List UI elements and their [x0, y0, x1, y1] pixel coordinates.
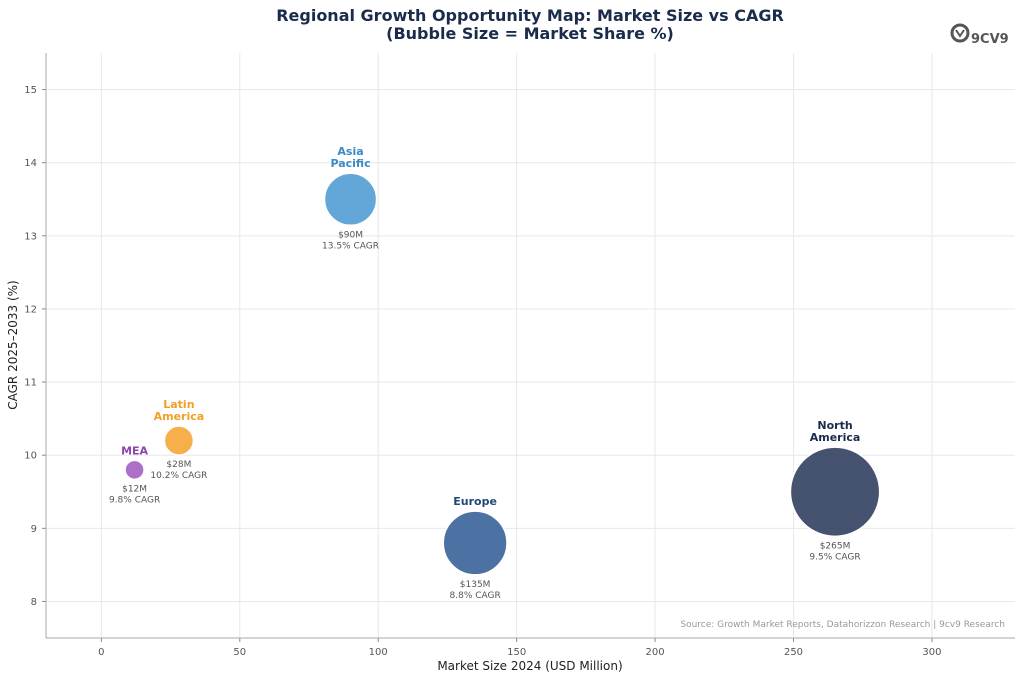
y-tick-label: 8: [31, 597, 37, 608]
bubble-value-label: $12M: [122, 484, 147, 494]
x-axis-label: Market Size 2024 (USD Million): [437, 659, 622, 673]
x-tick-label: 300: [922, 647, 941, 658]
bubble-cagr-label: 9.5% CAGR: [809, 552, 860, 562]
bubble-asia-pacific: [323, 172, 378, 227]
bubbles: [124, 172, 881, 576]
bubble-north-america: [789, 446, 881, 538]
grid: [46, 53, 1015, 638]
bubble-europe: [442, 510, 508, 576]
y-axis-label: CAGR 2025–2033 (%): [6, 280, 20, 410]
x-tick-label: 150: [507, 647, 526, 658]
bubble-value-label: $28M: [166, 460, 191, 470]
bubble-name-label: Asia: [337, 145, 363, 158]
source-note: Source: Growth Market Reports, Datahoriz…: [680, 620, 1005, 630]
bubble-cagr-label: 8.8% CAGR: [450, 591, 501, 601]
x-tick-label: 0: [98, 647, 104, 658]
chart-title: Regional Growth Opportunity Map: Market …: [276, 6, 784, 25]
logo-mark-icon: [950, 23, 970, 43]
bubble-value-label: $90M: [338, 230, 363, 240]
y-tick-label: 11: [24, 378, 37, 389]
y-tick-label: 12: [24, 304, 37, 315]
bubble-name-label: America: [154, 410, 205, 423]
bubble-cagr-label: 9.8% CAGR: [109, 495, 160, 505]
axes: 0 50 100 150 200 250 300 8 9 10 11 12 13 14 15: [24, 53, 1015, 658]
bubble-name-label: Europe: [453, 495, 497, 508]
bubble-latin-america: [163, 425, 195, 456]
bubble-value-label: $135M: [460, 580, 491, 590]
x-tick-label: 50: [233, 647, 246, 658]
chart-subtitle: (Bubble Size = Market Share %): [386, 24, 674, 43]
x-tick-label: 100: [369, 647, 388, 658]
bubble-name-label: North: [817, 419, 852, 432]
y-tick-label: 13: [24, 231, 37, 242]
bubble-name-label: MEA: [121, 444, 148, 457]
brand-logo: 9CV9: [950, 23, 1009, 47]
y-tick-label: 9: [31, 524, 37, 535]
bubble-value-label: $265M: [820, 541, 851, 551]
bubble-name-label: America: [810, 431, 861, 444]
y-tick-label: 15: [24, 85, 37, 96]
y-tick-label: 10: [24, 451, 37, 462]
bubble-name-label: Latin: [163, 398, 194, 411]
logo-text: 9CV9: [971, 32, 1009, 47]
bubble-mea: [124, 459, 145, 481]
bubble-cagr-label: 13.5% CAGR: [322, 241, 379, 251]
bubble-cagr-label: 10.2% CAGR: [150, 471, 207, 481]
y-tick-label: 14: [24, 158, 37, 169]
x-tick-label: 200: [646, 647, 665, 658]
x-tick-label: 250: [784, 647, 803, 658]
bubble-name-label: Pacific: [330, 157, 370, 170]
